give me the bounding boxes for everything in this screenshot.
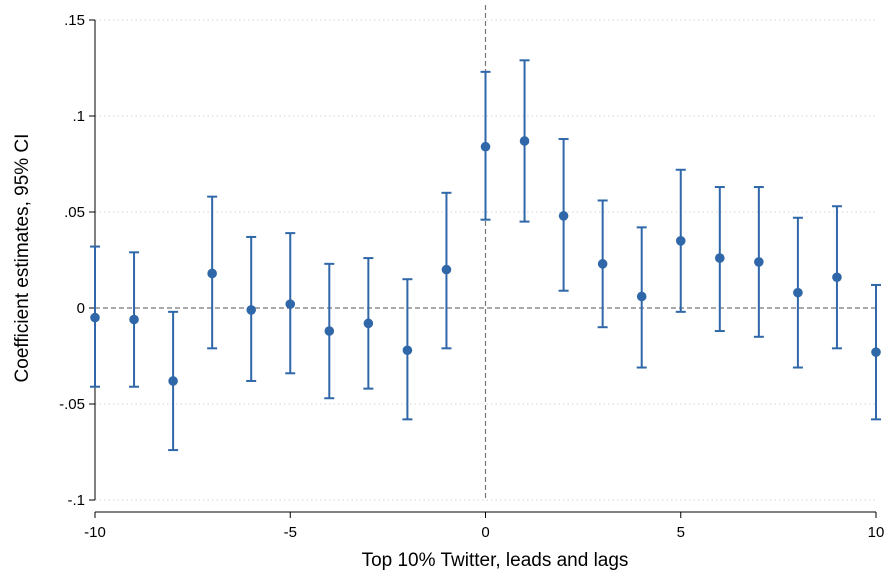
y-tick-label: -.05 — [59, 396, 85, 413]
x-tick-label: -5 — [284, 524, 297, 541]
y-tick-label: 0 — [77, 300, 85, 317]
coefficient-point — [129, 314, 139, 325]
coefficient-point — [754, 257, 764, 267]
y-tick-label: .05 — [64, 204, 85, 221]
coefficient-points — [90, 136, 881, 386]
coefficient-point — [636, 291, 647, 302]
coefficient-point — [871, 347, 881, 357]
coefficient-point — [715, 253, 725, 263]
coefficient-point — [832, 272, 842, 283]
coefficient-point — [324, 326, 335, 336]
coefficient-point — [675, 236, 686, 246]
coefficient-point — [207, 268, 217, 279]
x-tick-label: -10 — [84, 524, 106, 541]
coefficient-point — [168, 376, 178, 386]
coefficient-point — [402, 345, 413, 356]
x-tick-label: 0 — [481, 524, 489, 541]
y-tick-label: .1 — [72, 108, 85, 125]
y-tick-label: -.1 — [67, 492, 85, 509]
coefficient-point — [246, 305, 256, 315]
x-tick-label: 5 — [677, 524, 685, 541]
coefficient-point — [793, 287, 803, 298]
y-tick-label: .15 — [64, 12, 85, 29]
x-axis-label: Top 10% Twitter, leads and lags — [362, 550, 629, 571]
coefficient-point — [285, 299, 296, 309]
coefficient-point — [90, 312, 100, 323]
coefficient-point — [519, 136, 530, 146]
coefficient-point — [558, 211, 569, 221]
coefficient-point — [597, 259, 608, 269]
x-tick-label: 10 — [868, 524, 885, 541]
coefficient-point — [441, 264, 452, 275]
coefficient-point — [363, 318, 374, 329]
y-axis-label: Coefficient estimates, 95% CI — [12, 134, 33, 383]
x-axis-ticks: -10 -5 0 5 10 — [84, 512, 884, 541]
coefficient-point — [480, 141, 491, 152]
